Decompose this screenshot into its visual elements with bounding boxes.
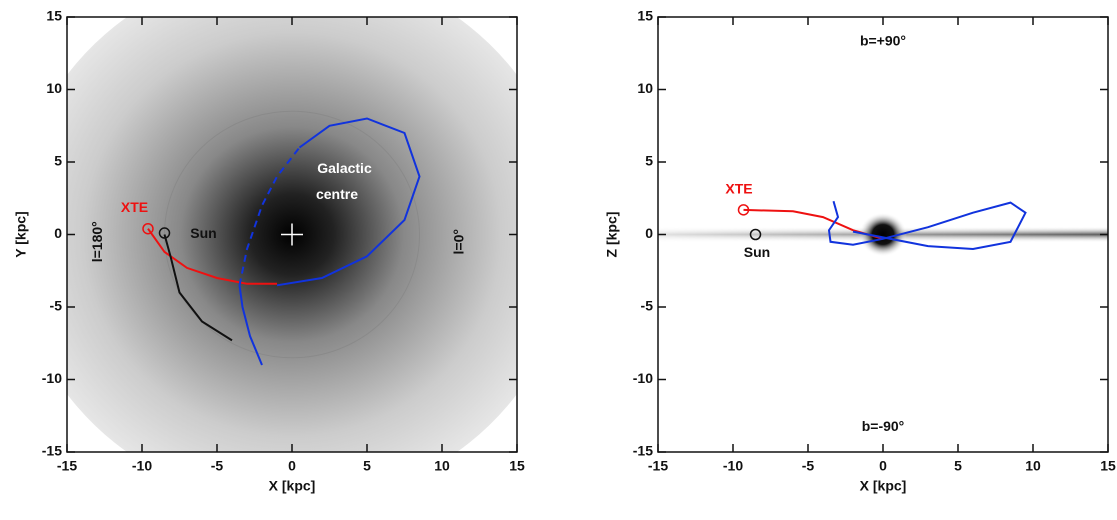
y-tick-label: 5 bbox=[54, 153, 62, 169]
y-tick-label: 0 bbox=[54, 225, 62, 241]
x-tick-label: -10 bbox=[132, 458, 152, 474]
orbit-line bbox=[238, 146, 301, 286]
y-tick-label: 10 bbox=[46, 80, 62, 96]
marker-circle bbox=[142, 222, 154, 235]
orbit-line bbox=[163, 234, 233, 342]
x-tick-label: -5 bbox=[211, 458, 224, 474]
x-tick-label: 10 bbox=[1025, 458, 1041, 474]
marker-cross bbox=[281, 223, 303, 246]
panel: XTE Sun Galactic centre l=180° l=0° -15 -10 -5 0 5… bbox=[13, 8, 525, 494]
x-tick-label: -15 bbox=[57, 458, 77, 474]
annotation: Sun bbox=[190, 225, 216, 241]
x-tick-label: -10 bbox=[723, 458, 743, 474]
marker-circle bbox=[737, 204, 750, 216]
orbit-line bbox=[827, 200, 1027, 251]
x-tick-label: 5 bbox=[363, 458, 371, 474]
annotation: XTE bbox=[121, 199, 148, 215]
plot-area bbox=[658, 17, 1108, 452]
annotation: l=180° bbox=[89, 221, 105, 262]
marker-circle bbox=[749, 228, 762, 241]
x-axis-label: X [kpc] bbox=[269, 478, 316, 494]
orbit-line bbox=[238, 285, 263, 366]
x-tick-label: -15 bbox=[648, 458, 668, 474]
annotation: b=+90° bbox=[860, 32, 906, 48]
x-tick-label: -5 bbox=[802, 458, 815, 474]
plot-area bbox=[67, 17, 517, 452]
annotation: Sun bbox=[744, 244, 770, 260]
annotation: b=-90° bbox=[862, 418, 905, 434]
annotation: l=0° bbox=[451, 229, 467, 254]
orbit-line bbox=[276, 117, 421, 287]
x-axis-label: X [kpc] bbox=[860, 478, 907, 494]
y-axis-label: Y [kpc] bbox=[13, 211, 29, 257]
y-tick-label: -5 bbox=[641, 298, 654, 314]
y-tick-label: -15 bbox=[633, 443, 653, 459]
marker-circle bbox=[158, 227, 171, 239]
y-tick-label: -10 bbox=[633, 370, 653, 386]
x-tick-label: 10 bbox=[434, 458, 450, 474]
y-tick-label: -5 bbox=[50, 298, 63, 314]
x-tick-label: 15 bbox=[509, 458, 525, 474]
x-tick-label: 5 bbox=[954, 458, 962, 474]
annotation: Galactic bbox=[317, 160, 372, 176]
y-axis-label: Z [kpc] bbox=[604, 212, 620, 258]
y-tick-label: 15 bbox=[637, 8, 653, 24]
y-tick-label: 15 bbox=[46, 8, 62, 24]
orbit-line bbox=[147, 228, 277, 285]
y-tick-label: -15 bbox=[42, 443, 62, 459]
bulge bbox=[859, 212, 907, 257]
y-tick-label: 5 bbox=[645, 153, 653, 169]
y-tick-label: 10 bbox=[637, 80, 653, 96]
panel: XTE Sun b=+90° b=-90° -15 -10 -5 0 5 10 15 -15 -10 -5… bbox=[604, 8, 1116, 494]
annotation: XTE bbox=[725, 180, 752, 196]
x-tick-label: 0 bbox=[288, 458, 296, 474]
x-tick-label: 0 bbox=[879, 458, 887, 474]
y-tick-label: -10 bbox=[42, 370, 62, 386]
x-tick-label: 15 bbox=[1100, 458, 1116, 474]
annotation: centre bbox=[316, 186, 358, 202]
y-tick-label: 0 bbox=[645, 225, 653, 241]
